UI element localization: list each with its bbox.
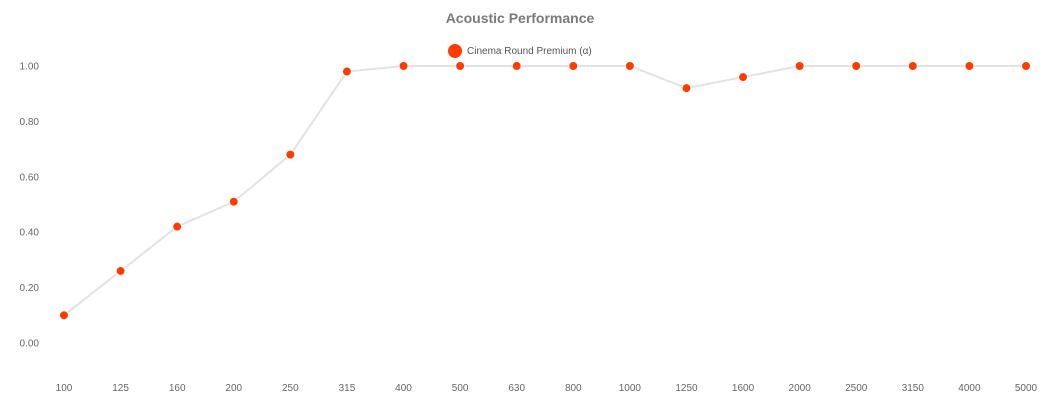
x-tick-label: 630 — [508, 383, 525, 394]
plot-area — [59, 61, 1031, 321]
x-tick-label: 800 — [565, 383, 582, 394]
x-tick-label: 125 — [112, 383, 129, 394]
data-point[interactable] — [59, 310, 69, 321]
y-tick-label: 0.80 — [20, 117, 40, 128]
y-tick-label: 0.00 — [20, 339, 40, 350]
x-tick-label: 400 — [395, 383, 412, 394]
x-tick-label: 1250 — [675, 383, 698, 394]
data-point[interactable] — [285, 149, 296, 160]
y-tick-label: 0.20 — [20, 283, 40, 294]
y-tick-label: 0.60 — [20, 172, 40, 183]
legend[interactable]: Cinema Round Premium (α) — [448, 44, 592, 58]
data-point[interactable] — [738, 72, 749, 83]
chart-title: Acoustic Performance — [446, 10, 595, 26]
x-tick-label: 4000 — [958, 383, 981, 394]
x-tick-label: 5000 — [1015, 383, 1038, 394]
data-point[interactable] — [1021, 61, 1031, 71]
data-point[interactable] — [228, 196, 239, 207]
x-tick-label: 1600 — [732, 383, 755, 394]
y-axis: 0.00 0.20 0.40 0.60 0.80 1.00 — [20, 62, 40, 350]
x-tick-label: 100 — [56, 383, 73, 394]
data-point[interactable] — [398, 61, 409, 71]
y-tick-label: 0.40 — [20, 228, 40, 239]
x-tick-label: 315 — [339, 383, 356, 394]
x-tick-label: 2500 — [845, 383, 868, 394]
x-tick-label: 160 — [169, 383, 186, 394]
data-point[interactable] — [681, 83, 692, 94]
x-tick-label: 500 — [452, 383, 469, 394]
data-point[interactable] — [455, 61, 466, 71]
data-point[interactable] — [624, 61, 635, 71]
data-point[interactable] — [115, 265, 126, 276]
data-point[interactable] — [511, 61, 522, 71]
x-axis: 100 125 160 200 250 315 400 500 630 800 1000 1250 16… — [56, 383, 1038, 394]
data-point[interactable] — [964, 61, 975, 71]
data-point[interactable] — [568, 61, 579, 71]
x-tick-label: 200 — [225, 383, 242, 394]
data-point[interactable] — [341, 66, 352, 77]
series-line — [63, 65, 1026, 317]
legend-marker — [448, 44, 462, 58]
x-tick-label: 2000 — [789, 383, 812, 394]
x-tick-label: 1000 — [619, 383, 642, 394]
data-point[interactable] — [172, 221, 183, 232]
x-tick-label: 3150 — [902, 383, 925, 394]
legend-label: Cinema Round Premium (α) — [467, 46, 592, 57]
x-tick-label: 250 — [282, 383, 299, 394]
data-point[interactable] — [907, 61, 918, 71]
data-point[interactable] — [851, 61, 862, 71]
y-tick-label: 1.00 — [20, 62, 40, 73]
data-point[interactable] — [794, 61, 805, 71]
